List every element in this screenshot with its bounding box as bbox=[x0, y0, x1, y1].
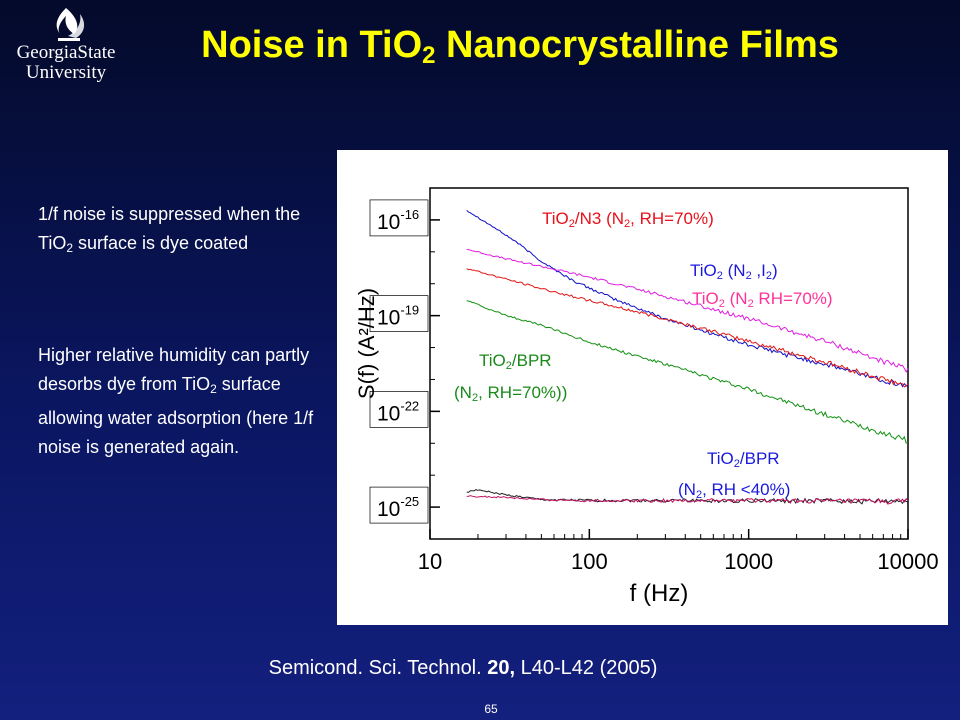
x-tick-label: 10 bbox=[418, 549, 442, 574]
series-line-0 bbox=[466, 210, 909, 388]
annotation-n3: TiO2/N3 (N2, RH=70%) bbox=[542, 209, 714, 230]
annotation-bpr-70-line2: (N2, RH=70%)) bbox=[454, 383, 568, 404]
series-line-2 bbox=[466, 268, 909, 388]
y-tick-label: 10-22 bbox=[377, 398, 419, 425]
x-axis-label: f (Hz) bbox=[630, 580, 689, 607]
y-tick-label: 10-25 bbox=[377, 494, 419, 521]
slide-title: Noise in TiO2 Nanocrystalline Films bbox=[201, 24, 839, 69]
page-number: 65 bbox=[484, 702, 498, 716]
y-tick-box bbox=[369, 391, 429, 428]
chart-plot-area: 10 100 1000 10000 10-16 10-19 10-22 10-25 f (Hz)… bbox=[354, 187, 939, 607]
y-tick-label: 10-16 bbox=[377, 207, 419, 234]
annotation-bpr-40-line1: TiO2/BPR bbox=[707, 449, 780, 470]
georgia-state-university-logo: GeorgiaState University bbox=[17, 8, 116, 83]
x-tick-label: 100 bbox=[571, 549, 608, 574]
series-line-3 bbox=[466, 300, 909, 444]
y-tick-label: 10-19 bbox=[377, 303, 419, 330]
flame-icon bbox=[56, 8, 85, 41]
annotation-bpr-70-line1: TiO2/BPR bbox=[479, 351, 552, 372]
annotation-bpr-40-line2: (N2, RH <40%) bbox=[678, 480, 791, 501]
y-axis-label: S(f) (A²/Hz) bbox=[354, 288, 379, 399]
annotation-n2-i2: TiO2 (N2 ,I2) bbox=[690, 261, 778, 282]
text-humidity: Higher relative humidity can partly deso… bbox=[38, 345, 314, 457]
series-line-1 bbox=[466, 248, 909, 373]
logo-line-2: University bbox=[26, 62, 107, 83]
series-line-5 bbox=[466, 495, 909, 505]
logo-line-1: GeorgiaState bbox=[17, 42, 116, 63]
y-tick-box bbox=[369, 199, 429, 237]
x-tick-label: 1000 bbox=[724, 549, 773, 574]
text-dye-coating: 1/f noise is suppressed when the TiO2 su… bbox=[38, 204, 301, 255]
noise-spectrum-chart: 10 100 1000 10000 10-16 10-19 10-22 10-25 f (Hz)… bbox=[337, 150, 948, 625]
y-tick-box bbox=[369, 295, 429, 332]
x-tick-label: 10000 bbox=[877, 549, 938, 574]
y-tick-box bbox=[369, 486, 429, 524]
annotation-n2-rh: TiO2 (N2 RH=70%) bbox=[692, 289, 833, 310]
citation: Semicond. Sci. Technol. 20, L40-L42 (200… bbox=[268, 657, 658, 679]
plot-frame bbox=[429, 187, 909, 540]
